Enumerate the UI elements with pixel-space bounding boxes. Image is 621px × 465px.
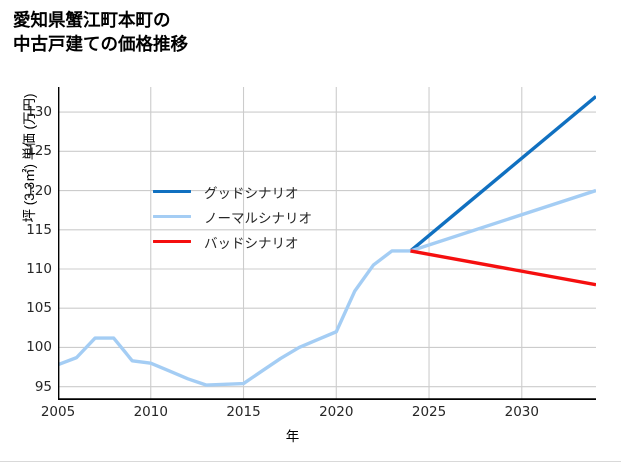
legend-item-label: ノーマルシナリオ bbox=[204, 210, 312, 226]
legend-item[interactable]: グッドシナリオ bbox=[153, 179, 383, 204]
x-axis-label: 年 bbox=[0, 425, 621, 445]
x-tick-label: 2030 bbox=[504, 404, 539, 420]
chart-title: 愛知県蟹江町本町の 中古戸建ての価格推移 bbox=[13, 10, 188, 55]
x-tick-label: 2015 bbox=[226, 404, 261, 420]
series-line bbox=[410, 249, 596, 287]
x-tick-label: 2020 bbox=[319, 404, 354, 420]
y-tick-label: 100 bbox=[26, 339, 52, 356]
x-axis-tick-labels: 2005 2010 2015 2020 2025 2030 bbox=[41, 404, 596, 424]
plot-area: グッドシナリオ ノーマルシナリオ バッドシナリオ bbox=[58, 87, 596, 400]
series-line bbox=[409, 95, 596, 253]
y-tick-label: 115 bbox=[26, 221, 52, 238]
legend-item[interactable]: バッドシナリオ bbox=[153, 229, 383, 254]
y-tick-label: 130 bbox=[26, 104, 52, 121]
vertical-gridlines bbox=[58, 87, 523, 400]
x-tick-label: 2010 bbox=[133, 404, 168, 420]
plot-svg bbox=[58, 87, 596, 400]
y-tick-label: 95 bbox=[34, 378, 52, 395]
y-tick-label: 110 bbox=[26, 260, 52, 277]
legend-swatch-icon bbox=[153, 214, 191, 219]
y-tick-label: 105 bbox=[26, 300, 52, 317]
legend-swatch-icon bbox=[153, 239, 191, 244]
legend-swatch-icon bbox=[153, 189, 191, 194]
legend-item[interactable]: ノーマルシナリオ bbox=[153, 204, 383, 229]
legend-item-label: グッドシナリオ bbox=[204, 185, 299, 201]
chart-legend: グッドシナリオ ノーマルシナリオ バッドシナリオ bbox=[153, 179, 383, 254]
x-axis-label-text: 年 bbox=[285, 429, 300, 444]
legend-item-label: バッドシナリオ bbox=[204, 235, 299, 251]
bottom-divider bbox=[0, 461, 621, 462]
y-axis-tick-labels: 95 100 105 110 115 120 125 130 bbox=[0, 87, 52, 400]
series-line bbox=[58, 188, 596, 387]
horizontal-gridlines bbox=[58, 111, 596, 388]
x-tick-label: 2025 bbox=[411, 404, 447, 420]
x-tick-label: 2005 bbox=[40, 404, 76, 420]
y-tick-label: 120 bbox=[26, 182, 52, 199]
series-lines bbox=[58, 95, 596, 387]
y-tick-label: 125 bbox=[26, 143, 52, 160]
